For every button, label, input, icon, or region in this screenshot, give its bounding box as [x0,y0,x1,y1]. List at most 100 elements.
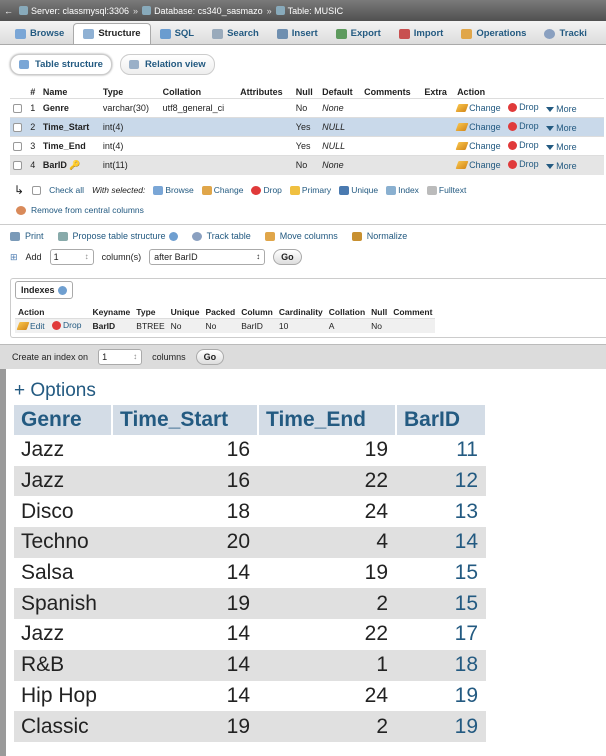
normalize-link[interactable]: Normalize [351,231,407,241]
tab-browse[interactable]: Browse [6,24,73,44]
help-icon[interactable] [168,231,178,241]
more-button[interactable]: More [546,142,577,152]
move-columns-link[interactable]: Move columns [264,231,338,241]
row-checkbox[interactable] [13,142,22,152]
row-checkbox[interactable] [13,161,22,171]
idx-action-header: Action [18,307,45,317]
col-name-header[interactable]: Name [42,87,68,97]
propose-structure-link[interactable]: Propose table structure [57,231,178,241]
drop-button[interactable]: Drop [508,159,539,169]
barid-cell[interactable]: 13 [454,499,478,523]
more-button[interactable]: More [546,123,577,133]
change-button[interactable]: Change [455,141,501,151]
index-column-count-stepper[interactable]: 1 [98,349,143,365]
idx-comment [390,318,436,333]
bulk-index-button[interactable]: Index [386,185,419,196]
table-row[interactable]: Classic 19 2 19 [14,711,486,742]
change-button[interactable]: Change [455,122,501,132]
barid-cell[interactable]: 19 [396,711,486,742]
row-checkbox[interactable] [13,123,22,133]
check-all-checkbox[interactable] [32,185,42,195]
barid-cell[interactable]: 15 [454,561,478,585]
time-start-cell: 16 [226,438,250,462]
column-attributes [237,136,293,156]
help-icon[interactable] [57,285,67,295]
table-row[interactable]: Jazz 16 22 12 [14,465,486,497]
subtab-relation-view[interactable]: Relation view [119,54,215,75]
result-header-time-end[interactable]: Time_End [258,405,397,435]
table-row[interactable]: Hip Hop 14 24 19 [14,681,486,712]
barid-cell[interactable]: 15 [396,588,486,620]
more-button[interactable]: More [546,161,577,171]
bulk-primary-button[interactable]: Primary [289,185,331,196]
table-row[interactable]: 1 Genre varchar(30) utf8_general_ci No N… [10,98,604,118]
table-row[interactable]: Disco 18 24 13 [14,496,486,527]
barid-cell[interactable]: 19 [454,683,478,707]
table-row[interactable]: Jazz 16 19 11 [14,435,486,466]
table-row[interactable]: Techno 20 4 14 [14,527,486,558]
bulk-unique-button[interactable]: Unique [339,185,378,196]
drop-icon [508,121,518,131]
table-row[interactable]: Salsa 14 19 15 [14,558,486,589]
options-toggle[interactable]: + Options [14,380,96,401]
barid-cell[interactable]: 18 [396,649,486,681]
result-header-barid[interactable]: BarID [396,405,487,435]
track-table-link[interactable]: Track table [191,231,251,241]
column-comments [361,155,422,175]
add-column-row: ⊞ Add 1 column(s) after BarID Go [10,249,302,265]
table-row[interactable]: R&B 14 1 18 [14,649,486,681]
column-extra [421,98,455,118]
more-button[interactable]: More [546,104,577,114]
bulk-fulltext-button[interactable]: Fulltext [426,185,466,196]
add-column-go-button[interactable]: Go [273,249,302,265]
tab-sql[interactable]: SQL [151,24,204,44]
table-row[interactable]: 2 Time_Start int(4) Yes NULL Change Drop… [10,117,604,137]
drop-button[interactable]: Drop [508,102,539,112]
add-column-count-stepper[interactable]: 1 [49,249,94,265]
row-checkbox[interactable] [13,104,22,114]
chevron-down-icon [546,163,555,169]
change-button[interactable]: Change [455,103,501,113]
genre-cell: Techno [14,527,112,558]
drop-button[interactable]: Drop [508,121,539,131]
breadcrumb-database[interactable]: Database: cs340_sasmazo [142,6,263,16]
table-icon [275,6,285,15]
tab-tracking[interactable]: Tracki [535,24,595,44]
check-all-label[interactable]: Check all [49,185,85,195]
barid-cell[interactable]: 11 [456,438,478,462]
tab-insert[interactable]: Insert [268,24,327,44]
edit-index-button[interactable]: Edit [16,321,45,331]
drop-index-button[interactable]: Drop [52,320,81,330]
barid-cell[interactable]: 12 [396,465,486,497]
table-row[interactable]: 4 BarID 🔑 int(11) No None Change Drop Mo… [10,155,604,175]
change-button[interactable]: Change [455,160,501,170]
tab-export[interactable]: Export [327,24,390,44]
tab-structure[interactable]: Structure [73,23,151,44]
table-row[interactable]: Spanish 19 2 15 [14,588,486,620]
time-end-cell: 2 [258,711,396,742]
table-row[interactable]: 3 Time_End int(4) Yes NULL Change Drop M… [10,136,604,156]
drop-button[interactable]: Drop [508,140,539,150]
create-index-go-button[interactable]: Go [195,349,225,365]
column-position-select[interactable]: after BarID [149,249,266,265]
breadcrumb-table[interactable]: Table: MUSIC [275,6,343,16]
select-arrow-icon: ↳ [14,183,25,197]
row-number: 3 [27,136,40,156]
print-link[interactable]: Print [10,231,44,241]
tab-search[interactable]: Search [203,24,268,44]
bulk-drop-button[interactable]: Drop [251,185,282,196]
bulk-browse-button[interactable]: Browse [153,185,194,196]
barid-cell[interactable]: 17 [454,622,478,646]
barid-cell[interactable]: 14 [396,527,486,558]
subtab-table-structure[interactable]: Table structure [10,54,112,75]
breadcrumb-server[interactable]: Server: classmysql:3306 [19,6,129,16]
bulk-change-button[interactable]: Change [201,185,243,196]
result-header-time-start[interactable]: Time_Start [112,405,259,435]
indexes-legend[interactable]: Indexes [15,281,73,299]
table-row[interactable]: Jazz 14 22 17 [14,619,486,650]
result-header-genre[interactable]: Genre [14,405,113,435]
remove-central-columns-link[interactable]: Remove from central columns [16,205,144,215]
back-arrow-icon[interactable]: ← [4,5,13,16]
tab-import[interactable]: Import [390,24,453,44]
tab-operations[interactable]: Operations [452,24,535,44]
